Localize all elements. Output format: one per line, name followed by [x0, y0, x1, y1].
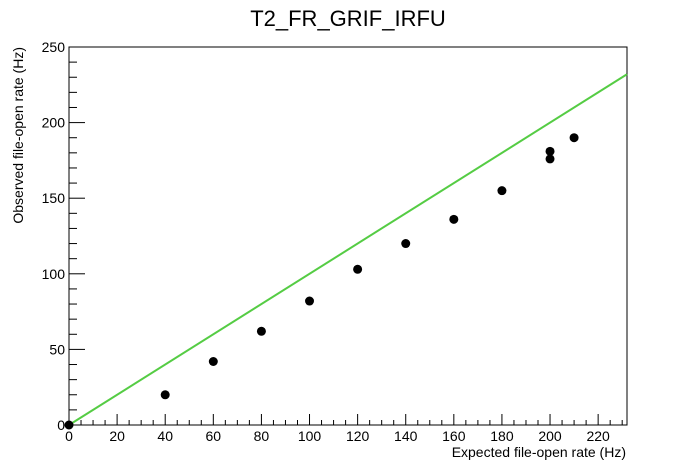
y-axis-label: Observed file-open rate (Hz)	[10, 47, 26, 224]
fit-lines	[68, 73, 628, 426]
x-axis-label: Expected file-open rate (Hz)	[452, 444, 626, 460]
data-point	[353, 264, 363, 274]
y-tick-label: 100	[42, 266, 66, 282]
x-tick-label: 60	[206, 428, 222, 444]
chart-title: T2_FR_GRIF_IRFU	[250, 6, 446, 31]
data-point	[545, 154, 555, 164]
data-point	[497, 186, 507, 196]
data-point	[401, 239, 411, 249]
y-tick-label: 200	[42, 115, 66, 131]
y-axis-ticks	[69, 46, 85, 426]
x-tick-label: 40	[157, 428, 173, 444]
x-tick-label: 0	[65, 428, 73, 444]
data-point	[64, 420, 74, 430]
data-point	[449, 214, 459, 224]
y-tick-label: 0	[57, 417, 65, 433]
x-tick-label: 220	[586, 428, 610, 444]
data-point	[569, 133, 579, 143]
x-tick-label: 200	[538, 428, 562, 444]
data-point	[208, 356, 218, 366]
data-point	[256, 326, 266, 336]
x-tick-label: 20	[109, 428, 125, 444]
data-point	[305, 296, 315, 306]
fit-line	[68, 73, 628, 426]
data-point	[545, 146, 555, 156]
x-axis-tick-labels: 0 20 40 60 80 100 120 140 160 180 200 220	[65, 428, 610, 444]
plot-frame	[68, 46, 628, 426]
x-tick-label: 100	[298, 428, 322, 444]
x-tick-label: 140	[394, 428, 418, 444]
x-tick-label: 80	[254, 428, 270, 444]
y-tick-label: 250	[42, 39, 66, 55]
y-tick-label: 150	[42, 190, 66, 206]
y-axis-tick-labels: 0 50 100 150 200 250	[42, 39, 66, 433]
data-point	[160, 390, 170, 400]
x-tick-label: 160	[442, 428, 466, 444]
y-tick-label: 50	[49, 341, 65, 357]
x-tick-label: 180	[490, 428, 514, 444]
x-tick-label: 120	[346, 428, 370, 444]
x-axis-ticks	[68, 414, 623, 425]
data-points	[64, 133, 579, 430]
